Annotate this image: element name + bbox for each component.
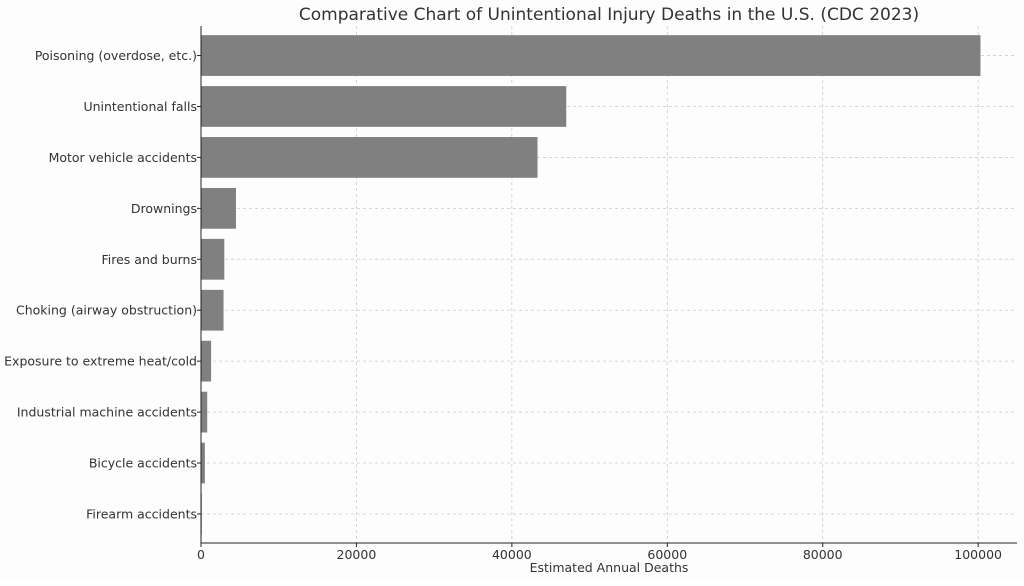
y-tick-label: Industrial machine accidents <box>17 405 197 420</box>
x-tick-labels: 0 20000 40000 60000 80000 100000 <box>197 547 1002 562</box>
bar <box>201 442 205 484</box>
y-tick-label: Exposure to extreme heat/cold <box>4 354 197 369</box>
bar <box>201 35 981 76</box>
y-tick-label: Poisoning (overdose, etc.) <box>35 48 197 63</box>
y-tick-label: Firearm accidents <box>86 506 197 521</box>
x-tick-label: 100000 <box>954 547 1002 562</box>
y-tick-labels: Poisoning (overdose, etc.) Unintentional … <box>4 48 197 521</box>
x-tick-label: 0 <box>197 547 205 562</box>
x-tick-label: 20000 <box>337 547 377 562</box>
x-tick-label: 60000 <box>647 547 687 562</box>
bar <box>201 137 538 178</box>
bar <box>201 86 567 127</box>
y-tick-label: Unintentional falls <box>83 99 197 114</box>
y-tick-label: Motor vehicle accidents <box>49 150 197 165</box>
y-tick-label: Choking (airway obstruction) <box>16 303 197 318</box>
bar <box>201 238 225 280</box>
bar <box>201 391 208 433</box>
y-tick-label: Fires and burns <box>102 252 198 267</box>
bar <box>201 340 212 382</box>
bars <box>201 35 981 535</box>
x-tick-label: 80000 <box>803 547 843 562</box>
x-tick-label: 40000 <box>492 547 532 562</box>
y-tick-label: Bicycle accidents <box>89 456 197 471</box>
y-tick-label: Drownings <box>131 201 197 216</box>
chart-title: Comparative Chart of Unintentional Injur… <box>299 5 919 25</box>
x-axis-label: Estimated Annual Deaths <box>530 560 689 575</box>
bar <box>201 289 224 331</box>
bar <box>201 187 236 229</box>
axes <box>197 26 1017 547</box>
